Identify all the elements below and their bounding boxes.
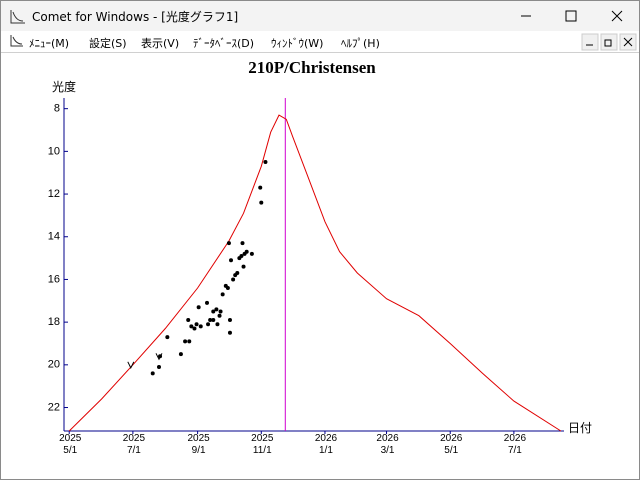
observation-dot: [183, 339, 188, 344]
observation-dot: [211, 318, 216, 322]
y-tick-label: 18: [48, 316, 60, 328]
observation-dot: [220, 292, 225, 297]
child-icon[interactable]: [10, 34, 24, 48]
limit-mark: [155, 353, 163, 361]
y-tick-label: 14: [48, 231, 60, 243]
x-tick-label: 2025 11/1: [251, 433, 274, 456]
y-tick-label: 12: [48, 188, 60, 200]
observation-dot: [235, 271, 240, 276]
app-icon: [10, 10, 25, 24]
observation-dot: [263, 160, 268, 165]
y-axis-label: 光度: [52, 79, 76, 94]
window-title: Comet for Windows - [光度グラフ1]: [32, 10, 239, 24]
menu-item[interactable]: ﾍﾙﾌﾟ(H): [341, 37, 380, 50]
x-tick-label: 2026 3/1: [376, 433, 399, 456]
observation-dot: [165, 335, 170, 340]
observation-dot: [244, 249, 249, 254]
observation-dot: [206, 322, 211, 327]
observation-dot: [218, 309, 223, 314]
x-tick-label: 2026 7/1: [503, 433, 527, 456]
x-tick-label: 2026 5/1: [440, 433, 463, 456]
observation-dot: [214, 307, 219, 312]
observation-dot: [231, 277, 236, 282]
title-bar: Comet for Windows - [光度グラフ1]: [1, 1, 639, 31]
observation-dot: [259, 200, 264, 205]
icon-glyph: [604, 39, 612, 47]
observation-dot: [156, 364, 161, 369]
predicted-curve: [68, 114, 562, 432]
observation-dot: [194, 322, 199, 327]
observation-dot: [229, 258, 234, 263]
observation-dot: [189, 324, 194, 329]
observation-dot: [187, 339, 192, 344]
observation-dot: [227, 318, 232, 322]
y-tick-label: 8: [54, 103, 60, 115]
chart-title: 210P/Christensen: [248, 58, 376, 77]
menu-bar: ﾒﾆｭｰ(M) 設定(S) 表示(V) ﾃﾞｰﾀﾍﾞｰｽ(D) ｳｨﾝﾄﾞｳ(W) ﾍﾙﾌ…: [1, 31, 639, 53]
observation-dot: [196, 305, 201, 310]
observation-dot: [249, 251, 254, 256]
limit-mark: [127, 361, 135, 369]
maximize-button[interactable]: [565, 10, 577, 22]
x-tick-label: 2025 7/1: [122, 433, 146, 456]
menu-item[interactable]: ｳｨﾝﾄﾞｳ(W): [271, 37, 324, 50]
observation-dot: [227, 330, 232, 335]
y-tick-label: 22: [48, 401, 60, 413]
y-tick-label: 16: [48, 273, 60, 285]
observation-dot: [178, 352, 183, 357]
observation-dot: [217, 313, 222, 318]
menu-item[interactable]: ﾒﾆｭｰ(M): [29, 37, 70, 50]
icon-glyph: [623, 37, 633, 47]
x-axis-label: 日付: [568, 421, 592, 435]
x-tick-label: 2026 1/1: [314, 433, 338, 456]
child-controls[interactable]: [579, 32, 639, 52]
observation-dot: [205, 300, 210, 305]
chart: 210P/Christensen 光度 日付 8 10 12 14 16 18 20 22: [48, 58, 592, 435]
close-button[interactable]: [611, 10, 623, 22]
observation-dot: [225, 285, 230, 290]
observation-dot: [226, 241, 231, 246]
child-restore[interactable]: [600, 33, 618, 51]
observation-dot: [192, 326, 197, 331]
observation-dot: [208, 318, 213, 322]
y-tick-label: 10: [48, 145, 60, 157]
x-tick-label: 2025 5/1: [59, 433, 82, 456]
observation-dot: [186, 318, 191, 322]
y-tick-label: 20: [48, 359, 60, 371]
observation-dot: [198, 324, 203, 329]
child-minimize[interactable]: [581, 33, 599, 51]
menu-item[interactable]: ﾃﾞｰﾀﾍﾞｰｽ(D): [193, 37, 255, 50]
menu-item[interactable]: 表示(V): [141, 37, 180, 50]
window-controls[interactable]: [499, 1, 639, 31]
x-tick-label: 2025 9/1: [187, 433, 210, 456]
observation-dot: [258, 185, 263, 190]
observation-dot: [215, 322, 220, 327]
observation-dot: [211, 309, 216, 314]
observation-dot: [241, 264, 246, 269]
observation-dot: [240, 241, 245, 246]
observation-dot: [150, 371, 155, 376]
menu-item[interactable]: 設定(S): [89, 37, 127, 50]
observation-dot: [239, 253, 244, 258]
